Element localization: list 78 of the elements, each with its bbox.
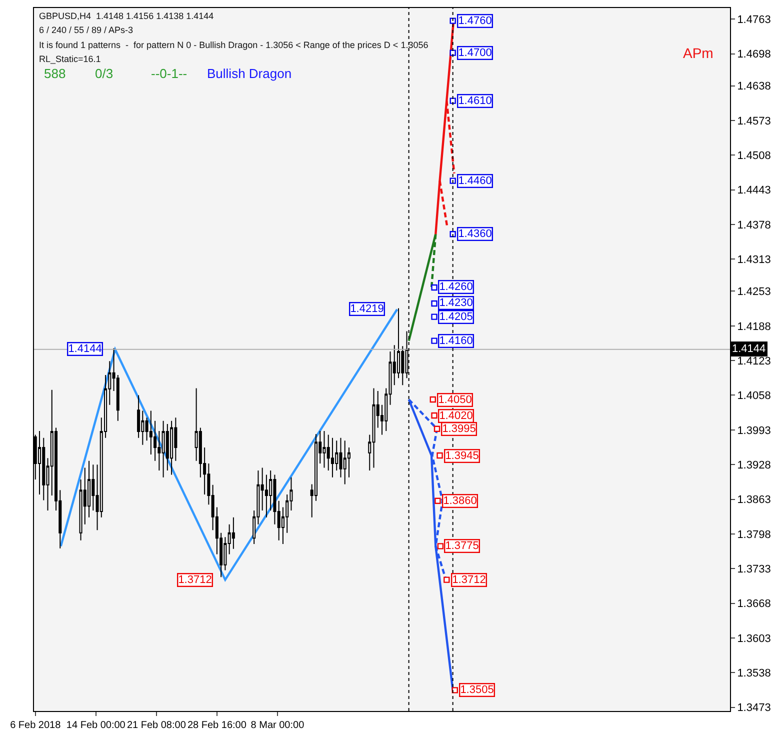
y-tick-label: 1.3993 bbox=[737, 424, 771, 437]
y-tick-label: 1.3798 bbox=[737, 528, 771, 541]
y-tick-label: 1.4763 bbox=[737, 14, 771, 26]
candlestick bbox=[322, 430, 326, 468]
x-tick-label: 21 Feb 08:00 bbox=[126, 720, 186, 731]
candlestick bbox=[330, 437, 334, 478]
point bbox=[450, 231, 456, 238]
x-tick-label: 28 Feb 16:00 bbox=[187, 720, 247, 731]
y-tick-label: 1.3603 bbox=[737, 632, 771, 645]
point bbox=[436, 452, 443, 459]
point bbox=[450, 18, 456, 24]
annotation: 1.4230 bbox=[439, 297, 473, 310]
candlestick bbox=[343, 440, 346, 485]
point bbox=[431, 314, 438, 320]
y-tick-label: 1.3928 bbox=[737, 459, 771, 472]
point bbox=[431, 412, 438, 419]
annotation: 1.4760 bbox=[458, 15, 492, 28]
annotation: It is found 1 patterns - for pattern N 0 - Bullish Dragon - 1.3056 < Range of the prices D < 1.3056 bbox=[39, 40, 428, 50]
annotation: 1.3712 bbox=[178, 574, 212, 586]
point bbox=[450, 98, 456, 104]
point bbox=[434, 426, 440, 432]
y-tick-label: 1.3473 bbox=[737, 702, 771, 714]
annotation: 1.4260 bbox=[439, 281, 473, 294]
candlestick bbox=[162, 420, 165, 478]
ref-line-label: 1.4144 bbox=[732, 343, 766, 355]
annotation: 1.4205 bbox=[439, 311, 473, 324]
y-tick-label: 1.4443 bbox=[737, 184, 771, 197]
y-tick-label: 1.4253 bbox=[737, 286, 771, 298]
text: 6 / 240 / 55 / 89 / APs-3 bbox=[39, 25, 134, 35]
annotation: 1.4020 bbox=[439, 410, 473, 422]
point bbox=[444, 576, 450, 583]
y-tick-label: 1.3668 bbox=[737, 598, 771, 610]
y-tick-label: 1.3863 bbox=[737, 494, 771, 506]
y-tick-label: 1.4058 bbox=[737, 390, 771, 402]
annotation: 1.3505 bbox=[460, 684, 494, 696]
annotation: 0/3 bbox=[95, 66, 114, 81]
y-tick-label: 1.4188 bbox=[737, 320, 771, 333]
point bbox=[450, 50, 456, 56]
point bbox=[431, 284, 438, 291]
annotation: 1.4700 bbox=[458, 47, 492, 60]
point bbox=[431, 338, 438, 344]
annotation: 1.4460 bbox=[458, 175, 492, 188]
annotation: 588 bbox=[44, 66, 66, 81]
annotation: 1.4610 bbox=[458, 95, 492, 108]
annotation: 1.4144 bbox=[68, 343, 102, 356]
x-tick-label: 8 Mar 00:00 bbox=[250, 720, 305, 731]
candlestick bbox=[372, 388, 376, 468]
annotation: 1.4219 bbox=[350, 303, 384, 316]
annotation: 1.3860 bbox=[443, 495, 477, 508]
annotation: APm bbox=[683, 45, 714, 61]
point bbox=[430, 396, 436, 403]
y-tick-label: 1.3538 bbox=[737, 667, 771, 680]
y-tick-label: 1.4378 bbox=[737, 219, 771, 232]
y-tick-label: 1.4313 bbox=[737, 254, 771, 266]
annotation: 1.3995 bbox=[442, 423, 476, 436]
annotation: 1.4050 bbox=[438, 394, 472, 406]
y-tick-label: 1.4508 bbox=[737, 150, 771, 162]
y-tick-label: 1.4698 bbox=[737, 48, 771, 61]
y-tick-label: 1.4638 bbox=[737, 80, 771, 93]
annotation: 1.3712 bbox=[452, 574, 486, 586]
y-tick-label: 1.3733 bbox=[737, 563, 771, 576]
point bbox=[431, 300, 438, 307]
x-tick-label: 14 Feb 00:00 bbox=[66, 720, 126, 731]
annotation: 1.4160 bbox=[439, 335, 473, 348]
y-tick-label: 1.4573 bbox=[737, 115, 771, 128]
annotation: 1.3945 bbox=[445, 450, 479, 462]
chart-title: GBPUSD,H4 1.4148 1.4156 1.4138 1.4144 bbox=[39, 11, 214, 21]
annotation: Bullish Dragon bbox=[207, 66, 292, 81]
point bbox=[452, 687, 458, 694]
annotation: 1.3775 bbox=[445, 540, 479, 552]
annotation: --0-1-- bbox=[151, 66, 188, 81]
annotation: RL_Static=16.1 bbox=[39, 54, 101, 64]
annotation: 1.4360 bbox=[458, 228, 492, 240]
x-tick-label: 6 Feb 2018 bbox=[10, 720, 62, 731]
point bbox=[437, 543, 444, 550]
point bbox=[434, 498, 441, 504]
y-tick-label: 1.4123 bbox=[737, 355, 771, 368]
candlestick bbox=[170, 420, 174, 476]
